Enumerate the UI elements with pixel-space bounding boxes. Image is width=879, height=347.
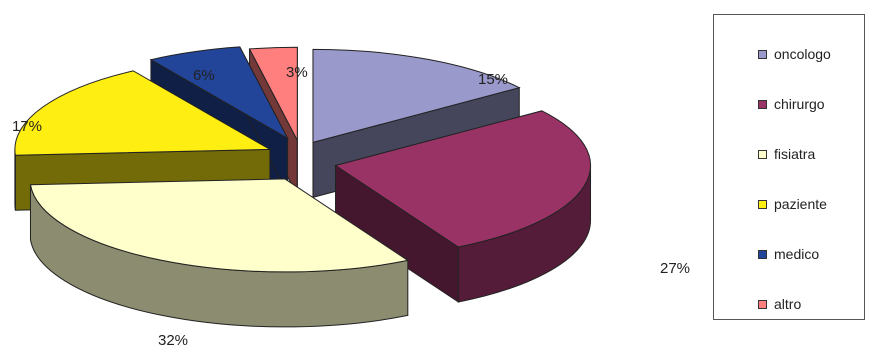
legend-item-fisiatra: fisiatra [758,144,815,164]
pie-slice-top-fisiatra [29,178,410,273]
pie-slice-top-oncologo [312,48,521,144]
data-label-chirurgo: 27% [660,260,690,277]
pie-slice-top-chirurgo [334,110,592,248]
data-label-fisiatra: 32% [158,332,188,347]
legend-swatch-oncologo [758,49,767,59]
pie-slice-top-altro [248,46,298,141]
pie-slice-top-medico [149,46,289,140]
legend-swatch-paziente [758,199,767,209]
data-label-paziente: 17% [12,118,42,135]
legend-label-chirurgo: chirurgo [774,96,825,112]
data-label-altro: 3% [286,64,308,81]
legend-item-altro: altro [758,294,801,314]
legend-swatch-altro [758,299,767,309]
legend-label-fisiatra: fisiatra [774,146,816,162]
legend-swatch-fisiatra [758,149,767,159]
legend-label-oncologo: oncologo [774,46,831,62]
legend-item-oncologo: oncologo [758,44,831,64]
pie-slice-fisiatra [29,178,410,328]
pie-slice-chirurgo [334,110,592,303]
legend-label-paziente: paziente [774,196,827,212]
pie-slice-side-paziente [14,149,16,211]
legend-label-medico: medico [774,246,820,262]
legend-item-paziente: paziente [758,194,827,214]
pie-slice-top-paziente [14,70,272,156]
chart-legend: oncologo chirurgo fisiatra paziente medi… [713,14,865,320]
legend-item-chirurgo: chirurgo [758,94,825,114]
legend-swatch-chirurgo [758,99,767,109]
legend-label-altro: altro [774,296,802,312]
data-label-oncologo: 15% [478,71,508,88]
legend-swatch-medico [758,249,767,259]
pie-slices [14,46,592,328]
legend-item-medico: medico [758,244,819,264]
data-label-medico: 6% [193,67,215,84]
